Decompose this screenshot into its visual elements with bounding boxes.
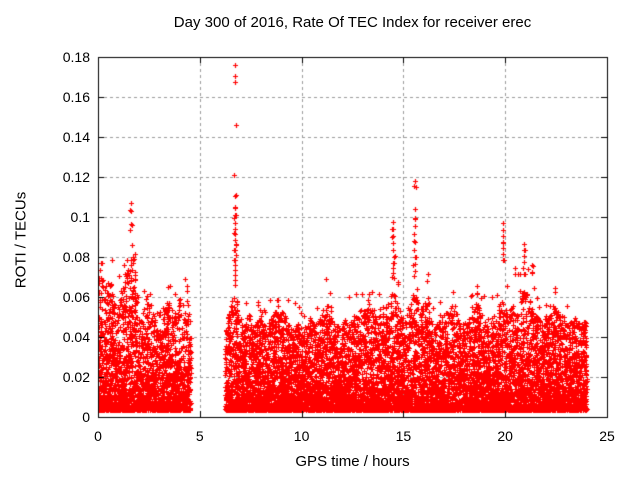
y-tick-label-0.02: 0.02 <box>62 369 90 385</box>
x-tick-label-15: 15 <box>395 428 412 444</box>
y-tick-label-0.14: 0.14 <box>62 129 90 145</box>
x-tick-label-10: 10 <box>293 428 310 444</box>
y-tick-label-0.06: 0.06 <box>62 289 90 305</box>
y-axis-label: ROTI / TECUs <box>12 191 30 289</box>
y-tick-label-0.12: 0.12 <box>62 169 90 185</box>
chart-title: Day 300 of 2016, Rate Of TEC Index for r… <box>173 14 532 31</box>
x-tick-label-20: 20 <box>497 428 513 444</box>
x-tick-label-0: 0 <box>94 428 102 444</box>
y-tick-label-0.1: 0.1 <box>70 209 90 225</box>
y-tick-label-0.08: 0.08 <box>62 249 90 265</box>
y-tick-label-0: 0 <box>82 409 90 425</box>
x-tick-label-25: 25 <box>599 428 615 444</box>
y-tick-label-0.18: 0.18 <box>62 49 90 65</box>
x-axis-label: GPS time / hours <box>295 453 410 470</box>
y-tick-label-0.04: 0.04 <box>62 329 90 345</box>
y-tick-label-0.16: 0.16 <box>62 89 90 105</box>
x-tick-label-5: 5 <box>195 428 204 444</box>
